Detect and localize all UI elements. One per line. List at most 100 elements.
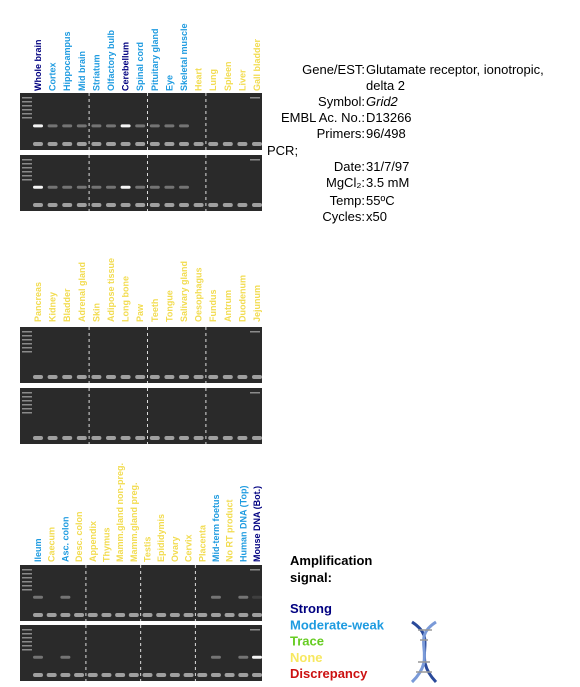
primer-band <box>142 673 153 677</box>
gel <box>20 388 262 444</box>
lane-label: Antrum <box>223 290 233 322</box>
ladder-band <box>22 101 32 103</box>
primer-band <box>87 613 98 617</box>
info-key: EMBL Ac. No.: <box>281 110 365 125</box>
primer-band <box>76 142 87 146</box>
primer-band <box>252 142 262 146</box>
primer-band <box>237 142 248 146</box>
primer-band <box>210 673 221 677</box>
lane-label: Cervix <box>184 534 194 562</box>
lane-label: Thymus <box>101 527 111 562</box>
ladder-band <box>22 105 32 107</box>
product-band <box>76 124 87 128</box>
product-band <box>62 124 73 128</box>
primer-band <box>193 142 204 146</box>
ladder-band <box>250 159 260 161</box>
product-band <box>47 124 58 128</box>
ladder-band <box>22 392 32 394</box>
lane-label: Placenta <box>197 524 207 562</box>
lane-label: Salivary gland <box>179 261 189 322</box>
lane-label: Eye <box>164 75 174 91</box>
ladder-band <box>22 163 32 165</box>
lane-label: Adrenal gland <box>77 262 87 322</box>
ladder-band <box>22 589 32 591</box>
product-band <box>106 185 116 189</box>
primer-band <box>179 436 189 440</box>
product-band <box>252 655 262 659</box>
ladder-band <box>22 400 32 402</box>
lane-label: Kidney <box>48 292 58 322</box>
lane-label: Asc. colon <box>60 516 70 562</box>
primer-band <box>224 613 235 617</box>
primer-band <box>128 673 139 677</box>
lane-label: Spleen <box>223 61 233 91</box>
product-band <box>164 185 175 189</box>
primer-band <box>169 613 180 617</box>
product-band <box>164 124 175 128</box>
primer-band <box>62 203 73 207</box>
product-band <box>135 185 146 189</box>
primer-band <box>208 142 219 146</box>
info-key: Gene/EST: <box>302 62 365 77</box>
primer-band <box>135 203 146 207</box>
ladder-band <box>22 404 32 406</box>
primer-band <box>237 375 248 379</box>
ladder-band <box>22 577 32 579</box>
lane-label: Duodenum <box>237 275 247 322</box>
ladder-band <box>250 97 260 99</box>
lane-label: Skeletal muscle <box>179 23 189 91</box>
product-band <box>135 124 146 128</box>
lane-label: Human DNA (Top) <box>238 486 248 563</box>
ladder-band <box>22 335 32 337</box>
product-band <box>33 124 43 128</box>
lane-label: No RT product <box>225 500 235 563</box>
lane-label: Testis <box>143 537 153 562</box>
lane-label: Mid-term foetus <box>211 495 221 563</box>
lane-label: Mamm.gland preg. <box>129 482 139 562</box>
primer-band <box>91 436 102 440</box>
lane-label: Ovary <box>170 536 180 562</box>
primer-band <box>47 436 58 440</box>
primer-band <box>224 673 235 677</box>
info-value: delta 2 <box>366 78 405 93</box>
ladder-band <box>22 113 32 115</box>
primer-band <box>47 203 58 207</box>
ladder-band <box>22 351 32 353</box>
primer-band <box>179 375 189 379</box>
primer-band <box>74 613 85 617</box>
primer-band <box>252 375 262 379</box>
primer-band <box>120 203 131 207</box>
primer-band <box>101 673 112 677</box>
primer-band <box>149 375 160 379</box>
primer-band <box>193 203 204 207</box>
primer-band <box>149 436 160 440</box>
info-key: Symbol: <box>318 94 365 109</box>
product-band <box>60 595 71 599</box>
lane-label: Teeth <box>150 299 160 322</box>
product-band <box>106 124 116 128</box>
lane-label: Paw <box>135 303 145 322</box>
legend-title: Amplification <box>290 553 372 568</box>
primer-band <box>149 142 160 146</box>
ladder-band <box>22 645 32 647</box>
ladder-band <box>22 569 32 571</box>
info-value: 55ºC <box>366 193 395 208</box>
lane-label: Gall bladder <box>252 38 262 91</box>
info-key: Primers: <box>317 126 365 141</box>
primer-band <box>91 375 102 379</box>
primer-band <box>87 673 98 677</box>
primer-band <box>156 613 167 617</box>
info-value: 96/498 <box>366 126 406 141</box>
product-band <box>179 124 189 128</box>
lane-label: Lung <box>208 69 218 91</box>
primer-band <box>179 142 189 146</box>
primer-band <box>115 613 126 617</box>
primer-band <box>222 436 233 440</box>
lane-label: Jejunum <box>252 285 262 322</box>
primer-band <box>222 203 233 207</box>
gel <box>20 565 262 621</box>
ladder-band <box>22 175 32 177</box>
lane-label: Bladder <box>62 288 72 322</box>
ladder-band <box>22 179 32 181</box>
primer-band <box>222 375 233 379</box>
